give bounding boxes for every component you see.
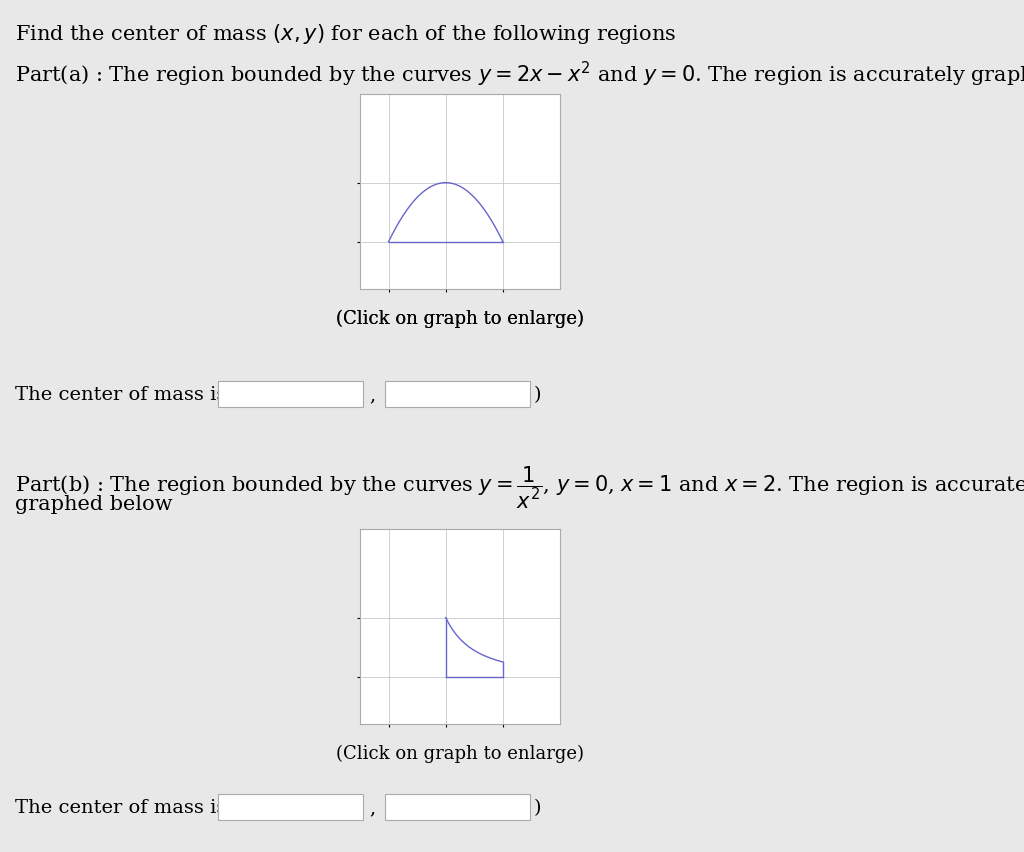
Text: ,: , — [369, 798, 375, 816]
FancyBboxPatch shape — [385, 382, 530, 407]
Text: The center of mass is (: The center of mass is ( — [15, 386, 241, 404]
Text: Part(b) : The region bounded by the curves $y = \dfrac{1}{x^2}$, $y = 0$, $x = 1: Part(b) : The region bounded by the curv… — [15, 464, 1024, 510]
Text: ,: , — [369, 386, 375, 404]
FancyBboxPatch shape — [218, 382, 362, 407]
Text: ): ) — [534, 798, 542, 816]
FancyBboxPatch shape — [218, 794, 362, 820]
Text: graphed below: graphed below — [15, 494, 172, 514]
Text: (Click on graph to enlarge): (Click on graph to enlarge) — [336, 309, 584, 328]
Text: (Click on graph to enlarge): (Click on graph to enlarge) — [336, 309, 584, 328]
Text: The center of mass is (: The center of mass is ( — [15, 798, 241, 816]
Text: Find the center of mass $(x, y)$ for each of the following regions: Find the center of mass $(x, y)$ for eac… — [15, 22, 676, 46]
Text: ): ) — [534, 386, 542, 404]
Text: (Click on graph to enlarge): (Click on graph to enlarge) — [336, 744, 584, 763]
FancyBboxPatch shape — [385, 794, 530, 820]
Text: Part(a) : The region bounded by the curves $y = 2x - x^2$ and $y = 0$. The regio: Part(a) : The region bounded by the curv… — [15, 60, 1024, 89]
